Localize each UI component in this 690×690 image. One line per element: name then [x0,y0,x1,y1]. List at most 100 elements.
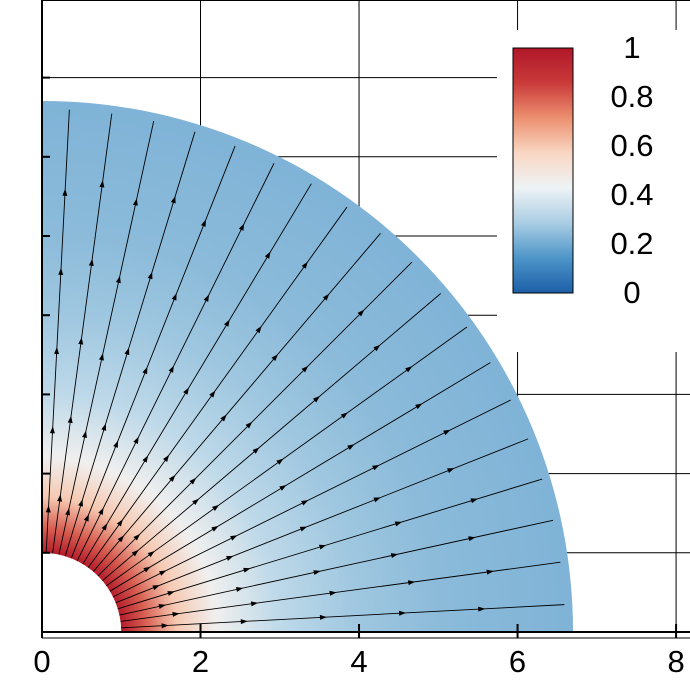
arrowhead [147,271,153,280]
arrowhead [183,387,189,395]
arrowhead [245,421,253,429]
colorbar-tick-label: 1 [623,30,640,65]
arrowhead [82,430,87,439]
arrowhead [113,440,119,448]
arrowhead [78,499,83,507]
arrowhead [170,196,176,204]
arrowhead [158,603,166,609]
streamline [119,519,554,616]
arrowhead [54,347,60,355]
arrowhead [443,429,451,436]
arrowhead [373,344,381,352]
colorbar-tick-label: 0.2 [610,226,653,261]
arrowhead [152,585,160,591]
arrowhead [57,494,63,502]
arrowhead [250,601,259,607]
colorbar-tick-label: 0.6 [610,128,653,163]
arrowhead [322,293,330,301]
arrowhead [172,611,180,617]
arrowhead [312,396,320,403]
arrowhead [124,347,130,356]
arrowhead [168,474,176,482]
streamline [70,145,236,559]
arrowhead [468,536,476,542]
arrowhead [88,258,94,267]
x-tick-label: 6 [509,644,526,679]
arrowhead [117,535,125,543]
arrowhead [447,468,455,474]
streamline [82,183,312,565]
arrowhead [203,294,210,302]
arrowhead [407,580,416,586]
arrowhead [340,412,348,419]
arrowhead [319,614,327,620]
arrowhead [200,219,206,227]
arrowhead [78,337,84,345]
axes: 0 2 4 6 8 [33,0,690,679]
arrowhead [101,523,108,531]
arrowhead [240,619,248,625]
arrowhead [99,353,104,361]
colorbar-tick-label: 0 [623,275,640,310]
arrowhead [101,423,107,431]
arrowhead [301,365,309,373]
arrowhead [142,455,149,463]
arrowhead [279,485,287,491]
arrowhead [99,180,105,188]
arrowhead [235,587,244,592]
arrowhead [168,365,174,373]
arrowhead [167,591,175,596]
arrowhead [211,525,219,532]
arrowhead [83,514,89,522]
x-tick-label: 8 [667,644,684,679]
arrowhead [192,498,200,506]
arrowhead [478,606,486,612]
arrowhead [116,519,123,527]
arrowhead [133,436,139,444]
streamline [58,120,155,555]
arrowhead [230,535,238,541]
arrowhead [133,533,141,541]
arrowhead [398,610,407,616]
arrowhead [357,309,365,317]
arrowhead [276,458,284,465]
arrowhead [143,566,151,573]
colorbar [512,47,574,294]
arrowhead [264,251,271,259]
arrowhead [372,464,380,471]
arrowhead [163,454,170,462]
arrowhead [161,623,169,629]
arrowhead [313,570,321,575]
arrowhead [62,188,68,196]
streamline [92,233,381,572]
arrowhead [243,567,251,573]
arrowhead [65,508,71,516]
colorbar-tick-label: 0.8 [610,79,653,114]
streamlines [45,109,565,629]
arrowhead [394,521,403,527]
arrowhead [131,549,139,557]
arrowhead [142,366,148,375]
arrowhead [470,498,478,504]
x-tick-label: 4 [350,644,367,679]
arrowhead [347,444,355,450]
streamline [115,438,529,604]
arrowhead [415,403,423,410]
arrowhead [49,426,55,434]
arrowhead [212,504,220,511]
streamline [102,293,441,582]
colorbar: 0 0.2 0.4 0.6 0.8 1 [497,30,690,352]
arrowhead [224,319,230,327]
arrowhead [115,275,121,284]
arrowhead [189,477,197,485]
arrowhead [209,390,216,398]
arrowhead [271,354,278,362]
arrowhead [159,570,167,576]
arrowhead [373,497,381,503]
arrowhead [255,326,262,334]
arrowhead [67,415,73,424]
arrowhead [98,507,104,515]
arrowhead [238,223,245,231]
arrowhead [226,555,234,561]
